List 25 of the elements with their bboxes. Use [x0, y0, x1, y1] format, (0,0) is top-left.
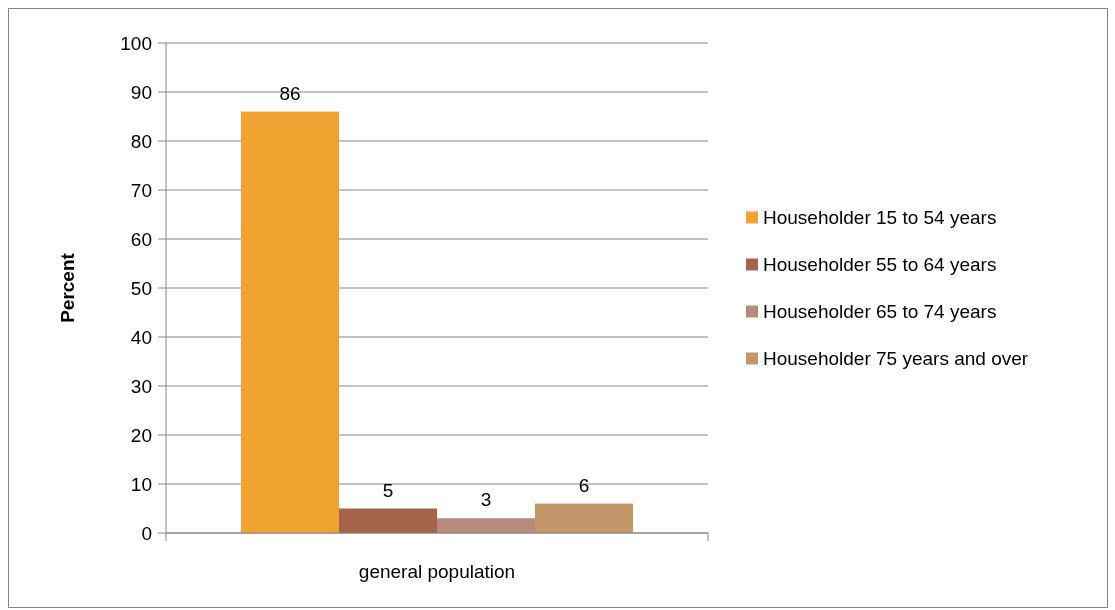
legend-label: Householder 65 to 74 years — [763, 301, 997, 323]
bar — [338, 508, 437, 533]
legend-label: Householder 15 to 54 years — [763, 207, 997, 229]
y-tick-label: 20 — [130, 424, 152, 446]
x-tick-label: general population — [358, 561, 516, 582]
y-tick-label: 30 — [130, 375, 152, 397]
bar — [437, 518, 536, 533]
data-label: 3 — [480, 489, 492, 511]
y-tick-label: 40 — [130, 326, 152, 348]
data-label: 6 — [578, 474, 590, 496]
y-tick-label: 70 — [130, 179, 152, 201]
y-tick-label: 10 — [130, 473, 152, 495]
y-axis-title: Percent — [57, 252, 78, 323]
bar — [535, 503, 634, 533]
y-tick-label: 90 — [130, 81, 152, 103]
y-tick-label: 50 — [130, 277, 152, 299]
y-tick-label: 100 — [120, 32, 152, 54]
legend-label: Householder 75 years and over — [763, 348, 1029, 370]
y-tick-label: 80 — [130, 130, 152, 152]
y-tick-label: 60 — [130, 228, 152, 250]
data-label: 5 — [382, 479, 394, 501]
legend-label: Householder 55 to 64 years — [763, 254, 997, 276]
data-label: 86 — [279, 82, 301, 104]
y-tick-label: 0 — [141, 522, 152, 544]
bar — [240, 111, 339, 533]
